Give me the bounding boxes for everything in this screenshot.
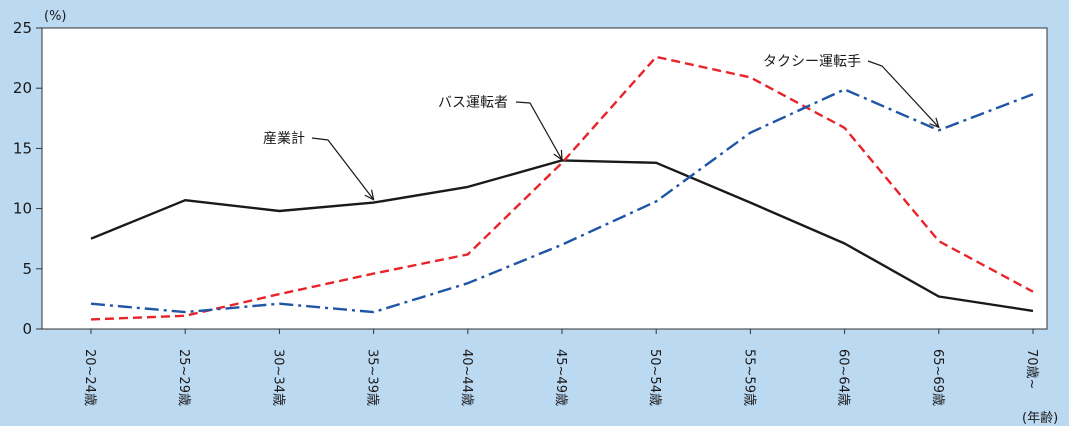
x-tick-label: 70歳~ xyxy=(1024,349,1039,389)
x-tick-label: 50~54歳 xyxy=(647,349,662,406)
y-tick-label: 10 xyxy=(13,200,32,218)
annotation-label: タクシー運転手 xyxy=(763,54,861,70)
x-tick-label: 35~39歳 xyxy=(365,349,380,406)
y-tick-label: 0 xyxy=(22,320,32,338)
annotation-label: バス運転者 xyxy=(438,95,508,111)
y-tick-label: 15 xyxy=(13,139,32,157)
annotation-leader xyxy=(515,101,563,161)
x-axis-unit: (年齢) xyxy=(1022,411,1058,426)
annotation-arrowhead xyxy=(929,117,940,129)
x-tick-label: 55~59歳 xyxy=(741,349,756,406)
annotation-arrowhead xyxy=(364,189,375,201)
annotation-arrowhead xyxy=(553,149,563,161)
x-axis: 20~24歳 25~29歳 30~34歳 35~39歳 40~44歳 45~49歳 50~5… xyxy=(82,329,1039,406)
annotation-leader xyxy=(311,137,375,200)
y-tick-label: 20 xyxy=(13,79,32,97)
annotation-label: 産業計 xyxy=(263,131,305,147)
x-tick-label: 30~34歳 xyxy=(270,349,285,406)
y-tick-label: 25 xyxy=(13,19,32,37)
annotation-leader xyxy=(867,60,940,128)
y-axis: 0 5 10 15 20 25 xyxy=(13,19,42,338)
y-tick-label: 5 xyxy=(22,260,32,278)
annotations: 産業計 バス運転者 タクシー運転手 xyxy=(263,54,940,201)
y-axis-unit: (%) xyxy=(44,9,67,24)
x-tick-label: 60~64歳 xyxy=(836,349,851,406)
x-tick-label: 45~49歳 xyxy=(553,349,568,406)
series-line-2 xyxy=(90,88,1034,314)
series-line-1 xyxy=(90,55,1034,321)
x-tick-label: 20~24歳 xyxy=(82,349,97,406)
x-tick-label: 40~44歳 xyxy=(459,349,474,406)
x-tick-label: 65~69歳 xyxy=(930,349,945,406)
x-tick-label: 25~29歳 xyxy=(176,349,191,406)
